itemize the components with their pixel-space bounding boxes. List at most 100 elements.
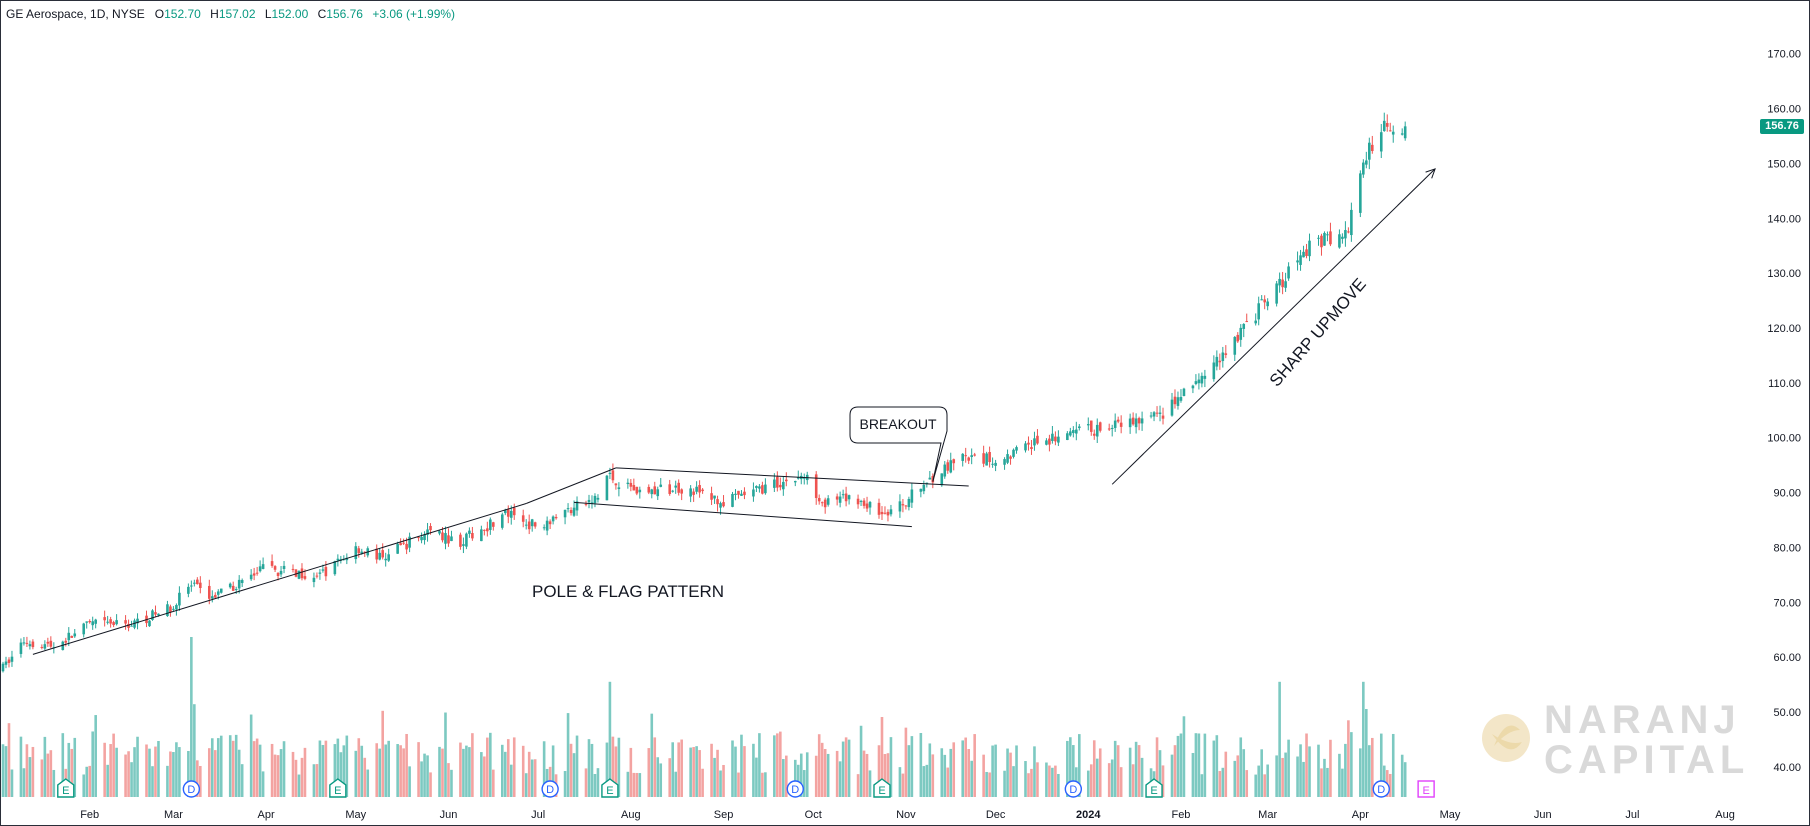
candle [49, 636, 53, 649]
volume-bar [1284, 752, 1287, 797]
candle-body [814, 474, 818, 498]
dividend-marker-icon[interactable]: D [182, 780, 201, 798]
candle-body [1281, 279, 1284, 288]
volume-bar [1086, 770, 1090, 797]
candle [1194, 374, 1198, 386]
dividend-marker-icon[interactable]: D [786, 780, 804, 798]
volume-bar [333, 744, 337, 797]
earnings-marker-icon[interactable]: E [873, 778, 891, 798]
candle-body [1036, 435, 1039, 444]
volume-bar [1095, 758, 1099, 797]
candle [907, 496, 911, 511]
candle-body [1009, 456, 1012, 459]
candle-body [405, 543, 408, 550]
candle [1278, 272, 1281, 293]
volume-bar [1296, 756, 1299, 797]
earnings-marker-icon[interactable]: E [1145, 778, 1163, 798]
volume-bar [883, 754, 887, 797]
candle-body [1305, 249, 1308, 256]
candle-body [384, 558, 387, 561]
candle [1092, 429, 1096, 440]
candle-body [136, 618, 139, 624]
candle [755, 485, 758, 493]
volume-bar [1069, 737, 1072, 797]
volume-bar [399, 745, 402, 797]
candle-body [294, 569, 298, 577]
volume-bar [566, 713, 570, 797]
volume-bar [740, 734, 743, 797]
earnings-marker-icon[interactable]: E [57, 778, 75, 798]
volume-bar [70, 748, 74, 797]
candle-body [722, 502, 725, 507]
volume-bar [668, 758, 672, 797]
candle-body [231, 585, 235, 591]
candle-body [73, 633, 77, 637]
volume-bar [859, 725, 863, 797]
volume-bar [779, 731, 782, 797]
candle-body [1176, 397, 1180, 406]
volume-bar [928, 743, 932, 797]
volume-bar [1089, 764, 1093, 797]
candle-body [710, 493, 713, 500]
candle-body [823, 499, 827, 508]
volume-bar [67, 742, 71, 797]
volume-bar [970, 760, 973, 797]
volume-bar [49, 750, 53, 797]
time-axis[interactable]: Feb Mar Apr May Jun Jul Aug Sep Oct Nov Dec 2024 Feb… [80, 809, 1735, 821]
y-tick-label: 80.00 [1773, 542, 1801, 554]
candle [928, 470, 932, 480]
candle [31, 639, 35, 650]
candle [1287, 262, 1290, 281]
candle [626, 478, 630, 489]
candle-body [49, 640, 53, 647]
candle [1182, 387, 1186, 397]
candle [336, 554, 340, 567]
volume-bar [1302, 761, 1305, 797]
volume-bar [130, 762, 133, 797]
earnings-marker-icon[interactable]: E [1417, 780, 1435, 798]
candle [758, 484, 761, 493]
volume-bar [1015, 745, 1018, 797]
dividend-marker-icon[interactable]: D [1064, 780, 1083, 798]
volume-bar [1119, 767, 1123, 797]
earnings-letter: E [878, 785, 885, 797]
volume-bar [785, 755, 788, 797]
earnings-marker-icon[interactable]: E [329, 778, 347, 798]
volume-bar [240, 764, 244, 797]
candle [4, 656, 8, 669]
candle-body [847, 495, 851, 500]
candle [635, 486, 639, 496]
volume-bar [1341, 768, 1344, 797]
earnings-marker-icon[interactable]: E [601, 778, 619, 798]
dividend-marker-icon[interactable]: D [1372, 780, 1390, 798]
volume-bar [901, 773, 905, 797]
volume-bar [196, 760, 199, 797]
volume-bar [1131, 764, 1135, 797]
candle-body [1069, 431, 1072, 436]
volume-bar [357, 738, 361, 797]
volume-bar [689, 747, 692, 797]
candle-body [178, 592, 181, 606]
earnings-letter: E [1150, 785, 1157, 797]
candle [468, 527, 471, 538]
candle-body [584, 504, 588, 506]
candle [638, 486, 642, 499]
volume-bar [1078, 734, 1081, 797]
candle-body [1194, 381, 1198, 384]
candle-body [1260, 299, 1263, 301]
volume-bar [154, 746, 157, 797]
dividend-marker-icon[interactable]: D [541, 780, 559, 798]
volume-bar [169, 751, 172, 797]
candle-body [928, 477, 932, 480]
candle [1179, 389, 1183, 403]
symbol-name[interactable]: GE Aerospace, 1D, NYSE [6, 7, 145, 21]
price-axis[interactable]: 40.00 50.00 60.00 70.00 80.00 90.00 100.00 110.… [1767, 49, 1801, 774]
candle-body [196, 579, 199, 585]
candle-body [187, 586, 190, 594]
volume-bar [988, 772, 991, 797]
candle-body [521, 515, 525, 522]
volume-bar [650, 713, 654, 797]
dividend-letter: D [546, 784, 554, 796]
candle [1350, 202, 1353, 242]
